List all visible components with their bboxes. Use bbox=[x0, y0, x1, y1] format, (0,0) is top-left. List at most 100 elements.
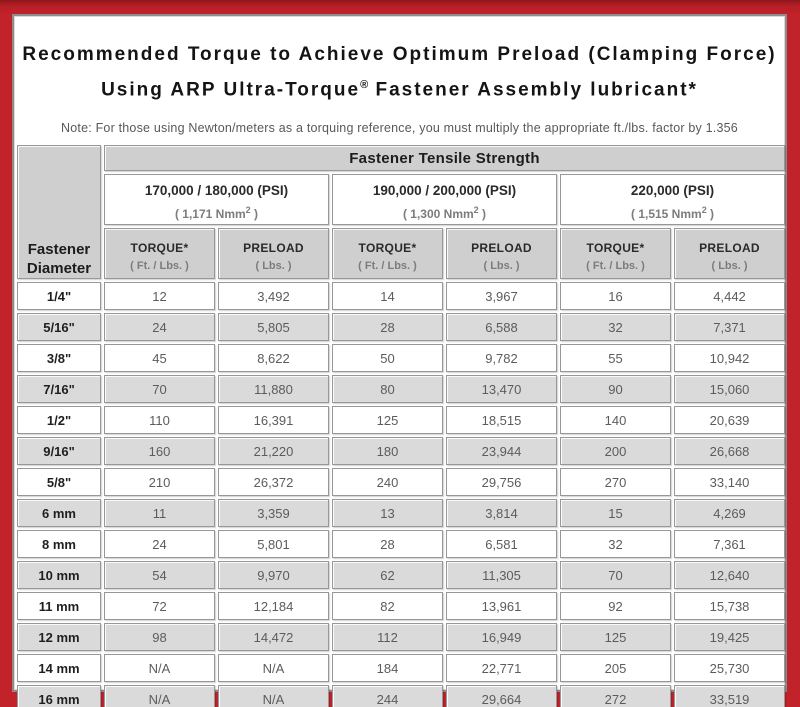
header-row-columns: TORQUE* ( Ft. / Lbs. ) PRELOAD ( Lbs. ) … bbox=[17, 228, 786, 280]
value-cell: 11 bbox=[104, 499, 215, 528]
value-cell: 9,970 bbox=[218, 561, 329, 590]
value-cell: 5,801 bbox=[218, 530, 329, 559]
title-text-line2-post: Fastener Assembly lubricant* bbox=[368, 79, 698, 101]
table-row: 1/4" 12 3,492 14 3,967 16 4,442 bbox=[17, 282, 786, 311]
value-cell: 90 bbox=[560, 375, 671, 404]
value-cell: 240 bbox=[332, 468, 443, 497]
page-title-line1: Recommended Torque to Achieve Optimum Pr… bbox=[14, 40, 785, 70]
value-cell: 23,944 bbox=[446, 437, 557, 466]
value-cell: 33,519 bbox=[674, 685, 786, 707]
header-row-tensile: Fastener Diameter Fastener Tensile Stren… bbox=[17, 145, 786, 280]
value-cell: 8,622 bbox=[218, 344, 329, 373]
header-row-psi: 170,000 / 180,000 (PSI) ( 1,171 Nmm2 ) 1… bbox=[17, 174, 786, 226]
title-text-line2-pre: Using ARP Ultra-Torque bbox=[101, 79, 361, 101]
torque-preload-table: Fastener Diameter Fastener Tensile Stren… bbox=[14, 142, 788, 707]
diameter-cell: 6 mm bbox=[17, 499, 101, 528]
value-cell: 20,639 bbox=[674, 406, 786, 435]
value-cell: 45 bbox=[104, 344, 215, 373]
diameter-cell: 9/16" bbox=[17, 437, 101, 466]
table-row: 10 mm 54 9,970 62 11,305 70 12,640 bbox=[17, 561, 786, 590]
torque-column-header-1: TORQUE* ( Ft. / Lbs. ) bbox=[104, 228, 215, 280]
value-cell: 70 bbox=[560, 561, 671, 590]
table-row: 14 mm N/A N/A 184 22,771 205 25,730 bbox=[17, 654, 786, 683]
value-cell: 3,967 bbox=[446, 282, 557, 311]
value-cell: 3,814 bbox=[446, 499, 557, 528]
psi-group-3-nmm: ( 1,515 Nmm2 ) bbox=[630, 205, 715, 222]
value-cell: 7,361 bbox=[674, 530, 786, 559]
value-cell: 3,492 bbox=[218, 282, 329, 311]
value-cell: 70 bbox=[104, 375, 215, 404]
torque-column-header-3: TORQUE* ( Ft. / Lbs. ) bbox=[560, 228, 671, 280]
value-cell: 15,060 bbox=[674, 375, 786, 404]
value-cell: 24 bbox=[104, 530, 215, 559]
value-cell: N/A bbox=[104, 654, 215, 683]
value-cell: 9,782 bbox=[446, 344, 557, 373]
value-cell: N/A bbox=[218, 685, 329, 707]
value-cell: 10,942 bbox=[674, 344, 786, 373]
value-cell: 26,372 bbox=[218, 468, 329, 497]
value-cell: 180 bbox=[332, 437, 443, 466]
psi-group-1: 170,000 / 180,000 (PSI) ( 1,171 Nmm2 ) bbox=[104, 174, 329, 226]
value-cell: 7,371 bbox=[674, 313, 786, 342]
torque-column-header-2: TORQUE* ( Ft. / Lbs. ) bbox=[332, 228, 443, 280]
value-cell: 33,140 bbox=[674, 468, 786, 497]
psi-group-2-nmm: ( 1,300 Nmm2 ) bbox=[402, 205, 487, 222]
psi-group-2-label: 190,000 / 200,000 (PSI) bbox=[372, 183, 517, 199]
value-cell: 184 bbox=[332, 654, 443, 683]
table-row: 5/8" 210 26,372 240 29,756 270 33,140 bbox=[17, 468, 786, 497]
title-block: Recommended Torque to Achieve Optimum Pr… bbox=[14, 16, 785, 135]
tensile-strength-header: Fastener Tensile Strength bbox=[104, 145, 786, 172]
value-cell: 205 bbox=[560, 654, 671, 683]
value-cell: 12,184 bbox=[218, 592, 329, 621]
value-cell: 26,668 bbox=[674, 437, 786, 466]
table-row: 11 mm 72 12,184 82 13,961 92 15,738 bbox=[17, 592, 786, 621]
table-row: 8 mm 24 5,801 28 6,581 32 7,361 bbox=[17, 530, 786, 559]
psi-group-1-nmm: ( 1,171 Nmm2 ) bbox=[174, 205, 259, 222]
table-row: 9/16" 160 21,220 180 23,944 200 26,668 bbox=[17, 437, 786, 466]
value-cell: 28 bbox=[332, 530, 443, 559]
fastener-diameter-header-line1: Fastener bbox=[27, 241, 91, 259]
value-cell: 14 bbox=[332, 282, 443, 311]
preload-column-header-1: PRELOAD ( Lbs. ) bbox=[218, 228, 329, 280]
value-cell: 15 bbox=[560, 499, 671, 528]
value-cell: 13,470 bbox=[446, 375, 557, 404]
value-cell: 13 bbox=[332, 499, 443, 528]
diameter-cell: 12 mm bbox=[17, 623, 101, 652]
diameter-cell: 8 mm bbox=[17, 530, 101, 559]
value-cell: 140 bbox=[560, 406, 671, 435]
value-cell: 13,961 bbox=[446, 592, 557, 621]
registered-trademark-symbol: ® bbox=[360, 79, 369, 91]
value-cell: 244 bbox=[332, 685, 443, 707]
value-cell: 112 bbox=[332, 623, 443, 652]
value-cell: 110 bbox=[104, 406, 215, 435]
diameter-cell: 7/16" bbox=[17, 375, 101, 404]
value-cell: 11,880 bbox=[218, 375, 329, 404]
table-row: 12 mm 98 14,472 112 16,949 125 19,425 bbox=[17, 623, 786, 652]
title-text-line1: Recommended Torque to Achieve Optimum Pr… bbox=[22, 44, 777, 65]
value-cell: 21,220 bbox=[218, 437, 329, 466]
value-cell: 32 bbox=[560, 313, 671, 342]
value-cell: 98 bbox=[104, 623, 215, 652]
value-cell: N/A bbox=[218, 654, 329, 683]
value-cell: 16,391 bbox=[218, 406, 329, 435]
value-cell: 29,756 bbox=[446, 468, 557, 497]
diameter-cell: 5/16" bbox=[17, 313, 101, 342]
psi-group-2: 190,000 / 200,000 (PSI) ( 1,300 Nmm2 ) bbox=[332, 174, 557, 226]
psi-group-3-label: 220,000 (PSI) bbox=[630, 183, 715, 199]
value-cell: 55 bbox=[560, 344, 671, 373]
table-row: 16 mm N/A N/A 244 29,664 272 33,519 bbox=[17, 685, 786, 707]
value-cell: 25,730 bbox=[674, 654, 786, 683]
table-row: 6 mm 11 3,359 13 3,814 15 4,269 bbox=[17, 499, 786, 528]
value-cell: 6,581 bbox=[446, 530, 557, 559]
value-cell: 4,269 bbox=[674, 499, 786, 528]
value-cell: 54 bbox=[104, 561, 215, 590]
value-cell: 125 bbox=[560, 623, 671, 652]
value-cell: 50 bbox=[332, 344, 443, 373]
value-cell: 18,515 bbox=[446, 406, 557, 435]
psi-group-1-label: 170,000 / 180,000 (PSI) bbox=[144, 183, 289, 199]
table-row: 7/16" 70 11,880 80 13,470 90 15,060 bbox=[17, 375, 786, 404]
document-panel: Recommended Torque to Achieve Optimum Pr… bbox=[12, 14, 787, 707]
value-cell: 11,305 bbox=[446, 561, 557, 590]
diameter-cell: 10 mm bbox=[17, 561, 101, 590]
diameter-cell: 11 mm bbox=[17, 592, 101, 621]
